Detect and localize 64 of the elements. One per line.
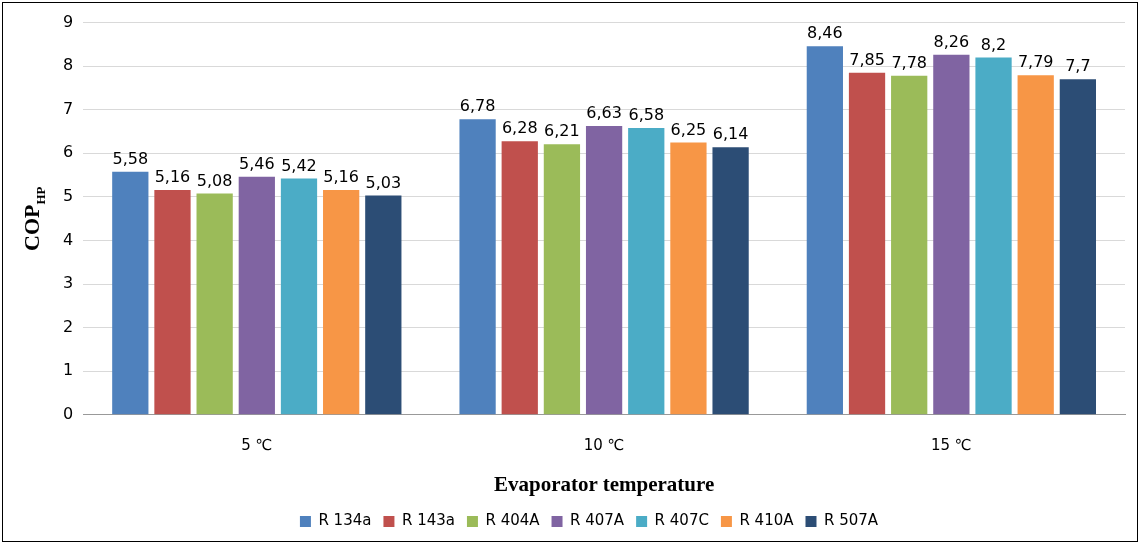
legend-label: R 410A	[739, 511, 795, 530]
bar	[933, 54, 970, 415]
x-tick-label: 5 ℃	[241, 435, 273, 454]
y-tick-label: 2	[62, 316, 74, 336]
y-tick-label: 7	[62, 98, 74, 118]
bar	[238, 176, 275, 415]
y-tick-label: 5	[62, 186, 74, 206]
data-label: 6,58	[628, 105, 665, 125]
bar	[112, 171, 149, 415]
bar	[670, 142, 707, 415]
bar	[154, 189, 191, 415]
legend-label: R 143a	[401, 511, 455, 530]
bar	[585, 125, 623, 415]
x-axis-title: Evaporator temperature	[493, 471, 715, 496]
y-axis-title: COPHP	[19, 186, 48, 251]
bar	[975, 57, 1012, 415]
y-tick-label: 6	[62, 142, 74, 162]
data-label: 5,46	[239, 154, 275, 174]
bar	[459, 119, 496, 415]
bar	[196, 193, 233, 415]
bar	[543, 144, 581, 415]
y-tick-label: 8	[62, 55, 74, 75]
y-tick-label: 4	[62, 229, 74, 249]
data-label: 8,2	[980, 34, 1007, 54]
legend-label: R 404A	[485, 511, 541, 530]
legend-label: R 134a	[318, 511, 372, 530]
x-tick-label: 15 ℃	[931, 435, 972, 454]
bar	[806, 46, 843, 415]
data-label: 7,78	[891, 52, 928, 72]
bar	[1059, 79, 1096, 415]
data-label: 5,58	[112, 148, 149, 168]
data-label: 6,25	[670, 119, 707, 139]
legend-label: R 407C	[654, 511, 709, 530]
data-label: 5,03	[365, 172, 402, 192]
data-label: 5,42	[281, 155, 317, 175]
data-label: 6,28	[501, 118, 538, 138]
data-label: 7,85	[849, 49, 885, 69]
data-label: 6,63	[586, 103, 622, 123]
data-label: 5,08	[196, 170, 233, 190]
x-tick-label: 10 ℃	[583, 435, 625, 454]
data-label: 6,14	[712, 124, 749, 144]
bar	[501, 141, 538, 415]
bar	[1017, 75, 1054, 415]
bar	[712, 147, 749, 415]
bar	[365, 195, 402, 415]
y-tick-label: 0	[62, 403, 74, 423]
data-label: 5,16	[323, 167, 359, 187]
y-tick-label: 9	[62, 11, 74, 31]
bar	[323, 189, 360, 415]
bar	[891, 75, 928, 415]
data-label: 6,21	[544, 121, 580, 141]
y-tick-label: 1	[62, 360, 74, 380]
data-label: 7,7	[1065, 56, 1091, 76]
legend-label: R 407A	[570, 511, 625, 530]
data-label: 7,79	[1017, 52, 1054, 72]
y-tick-label: 3	[62, 273, 74, 293]
legend-label: R 507A	[823, 511, 879, 530]
bar	[848, 72, 886, 415]
data-label: 8,26	[933, 32, 970, 51]
bar	[280, 178, 318, 415]
data-label: 8,46	[807, 23, 843, 43]
bar	[628, 128, 665, 415]
data-label: 5,16	[154, 167, 191, 187]
data-label: 6,78	[459, 96, 496, 116]
